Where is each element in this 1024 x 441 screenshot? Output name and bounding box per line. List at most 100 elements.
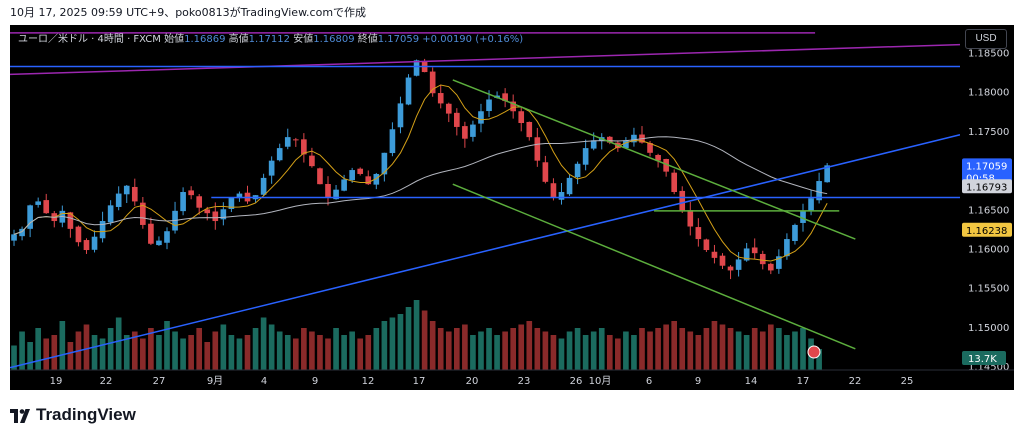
y-tick-label: 1.16500 bbox=[968, 205, 1009, 216]
volume-bar bbox=[574, 328, 581, 370]
candle bbox=[43, 200, 50, 214]
volume-bar bbox=[131, 331, 138, 370]
volume-bar bbox=[292, 338, 299, 370]
volume-bar bbox=[623, 331, 629, 370]
candle bbox=[751, 247, 758, 254]
volume-bar bbox=[268, 324, 275, 370]
chart-timestamp-note: 10月 17, 2025 09:59 UTC+9、poko0813がTradin… bbox=[10, 6, 367, 19]
candle bbox=[623, 140, 629, 149]
candle bbox=[719, 255, 726, 266]
y-tick-label: 1.18000 bbox=[968, 88, 1009, 99]
volume-bar bbox=[743, 335, 750, 370]
y-tick-label: 1.17500 bbox=[968, 127, 1009, 138]
candle bbox=[711, 251, 718, 258]
candle bbox=[236, 193, 243, 199]
candle bbox=[486, 99, 492, 112]
low-value: 1.16809 bbox=[313, 34, 355, 45]
volume-bar bbox=[164, 321, 170, 370]
x-tick-label: 26 bbox=[570, 376, 583, 387]
volume-bar bbox=[91, 335, 98, 370]
currency-button[interactable]: USD bbox=[965, 29, 1007, 49]
candle bbox=[743, 248, 750, 261]
volume-bar bbox=[252, 328, 259, 370]
volume-bar bbox=[228, 335, 235, 370]
volume-bar bbox=[494, 335, 500, 370]
drawing-line-channel-lower bbox=[452, 183, 856, 350]
volume-bar bbox=[284, 335, 291, 370]
candle bbox=[550, 183, 557, 198]
candle bbox=[429, 71, 436, 94]
volume-bar bbox=[518, 324, 525, 370]
volume-bar bbox=[598, 328, 605, 370]
x-tick-label: 12 bbox=[362, 376, 375, 387]
candle bbox=[317, 168, 323, 185]
volume-bar bbox=[647, 331, 653, 370]
candle bbox=[309, 155, 315, 167]
volume-bar bbox=[389, 317, 396, 370]
candle bbox=[767, 263, 774, 271]
candle bbox=[671, 172, 678, 193]
volume-bar bbox=[590, 331, 597, 370]
volume-bar bbox=[204, 342, 211, 370]
volume-bar bbox=[542, 331, 549, 370]
candle bbox=[470, 124, 476, 137]
x-tick-label: 17 bbox=[413, 376, 426, 387]
x-tick-label: 25 bbox=[901, 376, 914, 387]
volume-bar bbox=[751, 328, 758, 370]
volume-bar bbox=[687, 331, 694, 370]
candle bbox=[663, 158, 669, 172]
candle bbox=[276, 148, 283, 161]
volume-bar bbox=[727, 328, 734, 370]
candle bbox=[759, 253, 766, 265]
candle bbox=[413, 60, 420, 76]
x-tick-label: 6 bbox=[646, 376, 652, 387]
volume-bar bbox=[550, 335, 557, 370]
volume-bar bbox=[792, 331, 798, 370]
candle bbox=[260, 177, 267, 195]
y-tick-label: 1.16000 bbox=[968, 244, 1009, 255]
candle bbox=[91, 236, 98, 250]
price-tag bbox=[962, 158, 1012, 185]
candlestick-chart[interactable]: 1.18500 1.18000 1.17500 1.16500 1.16000 1.155… bbox=[10, 25, 1014, 390]
volume-bar bbox=[19, 331, 25, 370]
candle bbox=[590, 140, 597, 149]
volume-bar bbox=[35, 328, 41, 370]
candle bbox=[220, 209, 227, 220]
candle bbox=[784, 239, 790, 257]
candle bbox=[454, 112, 460, 127]
volume-bar bbox=[357, 338, 364, 370]
volume-bar bbox=[679, 328, 686, 370]
tradingview-logo: TradingView bbox=[10, 405, 136, 425]
volume-bar bbox=[663, 324, 669, 370]
y-tick-label: 1.18500 bbox=[968, 48, 1009, 59]
volume-bar bbox=[236, 338, 243, 370]
volume-bar bbox=[140, 338, 146, 370]
volume-bar bbox=[276, 331, 283, 370]
candle bbox=[204, 209, 211, 214]
volume-bar bbox=[260, 317, 267, 370]
x-tick-label: 20 bbox=[466, 376, 479, 387]
volume-bar bbox=[486, 328, 492, 370]
x-tick-label: 14 bbox=[745, 376, 758, 387]
candle bbox=[727, 266, 734, 271]
chart-area[interactable]: 1.18500 1.18000 1.17500 1.16500 1.16000 1.155… bbox=[10, 25, 1014, 390]
candle bbox=[792, 224, 798, 241]
volume-bar bbox=[123, 335, 130, 370]
volume-bar bbox=[784, 335, 790, 370]
candle bbox=[156, 240, 162, 246]
candle bbox=[284, 137, 291, 147]
open-value: 1.16869 bbox=[184, 34, 226, 45]
volume-bar bbox=[11, 345, 17, 370]
volume-bar bbox=[244, 335, 251, 370]
volume-bar bbox=[631, 335, 637, 370]
volume-bar bbox=[373, 328, 380, 370]
candle bbox=[679, 190, 686, 211]
candle bbox=[445, 103, 452, 114]
volume-bar bbox=[719, 324, 726, 370]
candle bbox=[687, 210, 694, 227]
low-label: 安値 bbox=[293, 34, 314, 45]
volume-bar bbox=[99, 338, 106, 370]
candle bbox=[389, 129, 396, 154]
drawing-line-rising-trendline bbox=[10, 134, 961, 369]
candle bbox=[333, 189, 339, 200]
